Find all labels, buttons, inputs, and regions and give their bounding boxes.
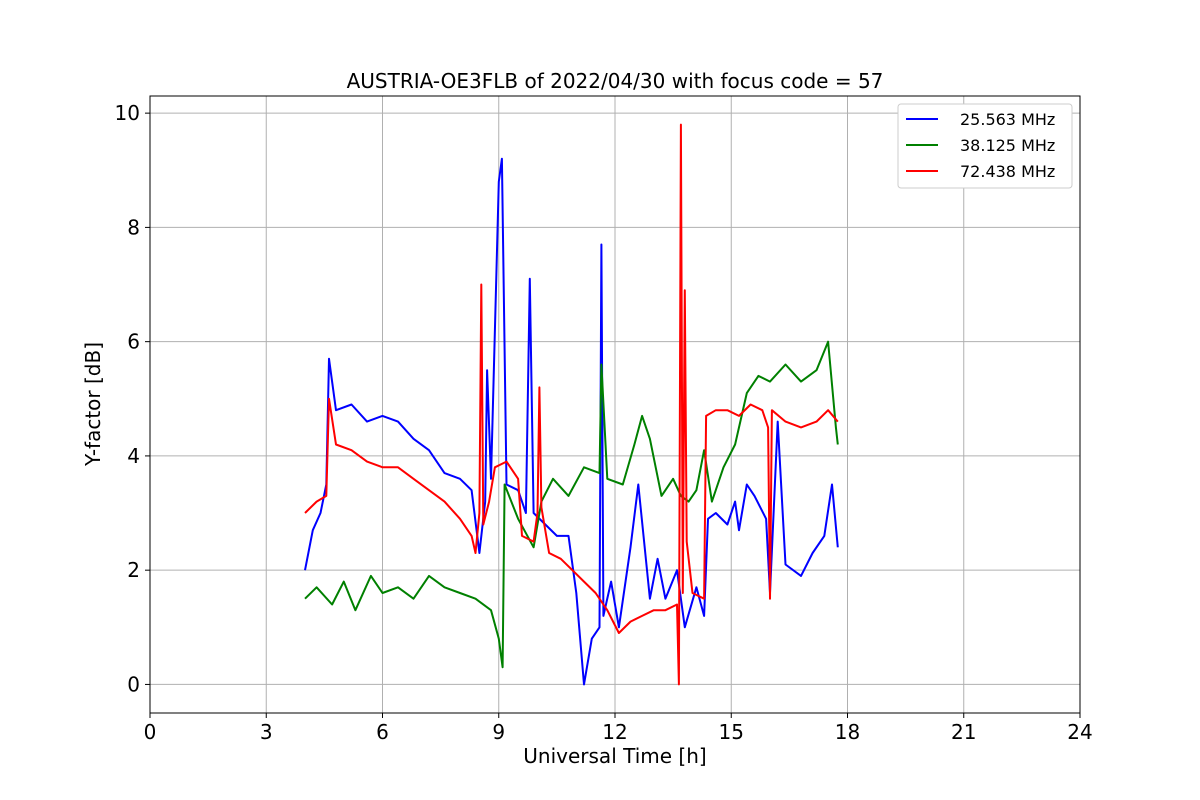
x-tick-label: 18 bbox=[835, 720, 860, 744]
x-tick-label: 3 bbox=[260, 720, 273, 744]
x-tick-label: 9 bbox=[492, 720, 505, 744]
series-layer bbox=[304, 123, 839, 686]
series-line-3 bbox=[304, 123, 839, 686]
series-line-2 bbox=[304, 340, 839, 669]
x-tick-label: 21 bbox=[951, 720, 976, 744]
x-axis-label: Universal Time [h] bbox=[523, 744, 706, 768]
y-tick-label: 0 bbox=[127, 672, 140, 696]
x-tick-label: 15 bbox=[719, 720, 744, 744]
y-tick-label: 8 bbox=[127, 215, 140, 239]
series-line-1 bbox=[304, 157, 839, 686]
legend-box bbox=[897, 103, 1073, 189]
x-tick-label: 0 bbox=[144, 720, 157, 744]
y-tick-label: 10 bbox=[115, 101, 140, 125]
legend: 25.563 MHz 38.125 MHz 72.438 MHz bbox=[897, 103, 1073, 189]
x-tick-label: 12 bbox=[602, 720, 627, 744]
legend-label: 72.438 MHz bbox=[960, 162, 1055, 181]
legend-label: 38.125 MHz bbox=[960, 136, 1055, 155]
gridlines bbox=[149, 96, 1081, 713]
y-axis-label: Y-factor [dB] bbox=[81, 342, 105, 467]
legend-entries: 25.563 MHz 38.125 MHz 72.438 MHz bbox=[906, 110, 1055, 181]
chart-title: AUSTRIA-OE3FLB of 2022/04/30 with focus … bbox=[347, 69, 884, 93]
y-tick-label: 4 bbox=[127, 444, 140, 468]
y-tick-label: 2 bbox=[127, 558, 140, 582]
x-tick-label: 6 bbox=[376, 720, 389, 744]
y-tick-label: 6 bbox=[127, 330, 140, 354]
legend-label: 25.563 MHz bbox=[960, 110, 1055, 129]
x-tick-label: 24 bbox=[1067, 720, 1092, 744]
